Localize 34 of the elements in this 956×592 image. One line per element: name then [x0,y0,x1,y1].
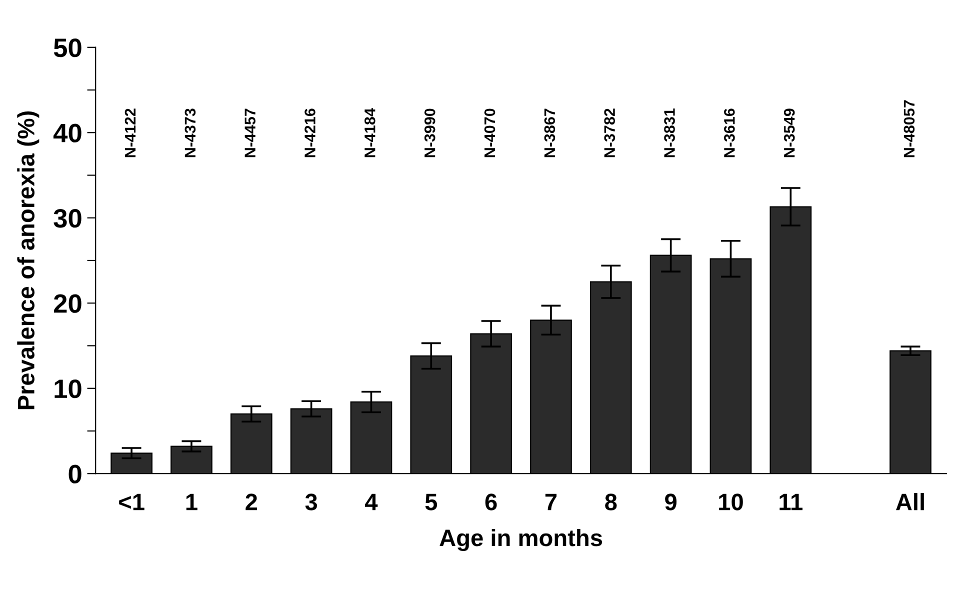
x-tick-label: 10 [719,494,743,510]
x-tick-label: All [896,493,924,510]
x-tick-label: 6 [485,494,497,510]
y-axis-title: Prevalence of anorexia (%) [17,111,40,410]
annotation: N-4216 [304,108,316,158]
annotation: N-4373 [184,108,196,158]
annotation: N-4457 [244,108,256,158]
annotation: N-3831 [664,108,675,158]
annotation: N-4070 [484,108,496,158]
annotation: N-3616 [724,108,735,158]
x-tick-label: 7 [545,494,557,510]
x-tick-label: <1 [119,494,144,510]
y-tick-label: 0 [68,464,82,484]
y-tick-label: 20 [54,294,82,313]
annotation: N-3867 [544,108,556,158]
annotation: N-3990 [424,108,436,158]
annotation: N-3549 [784,108,795,158]
x-tick-label: 5 [425,494,438,510]
annotation: N-4122 [124,108,136,158]
x-tick-label: 3 [305,494,318,510]
y-tick-label: 40 [53,124,82,142]
x-tick-label: 8 [605,494,617,510]
x-tick-label: 4 [365,494,378,510]
annotation: N-48057 [904,100,915,158]
y-tick-label: 10 [54,379,82,398]
x-axis-title: Age in months [440,528,602,552]
y-tick-label: 30 [54,208,82,228]
x-tick-label: 9 [665,494,677,510]
annotation: N-4184 [364,108,376,158]
x-tick-label: 1 [186,494,198,510]
y-tick-label: 50 [54,38,82,58]
x-tick-label: 2 [246,494,258,510]
annotation: N-3782 [604,108,616,158]
x-tick-label: 11 [780,494,802,510]
